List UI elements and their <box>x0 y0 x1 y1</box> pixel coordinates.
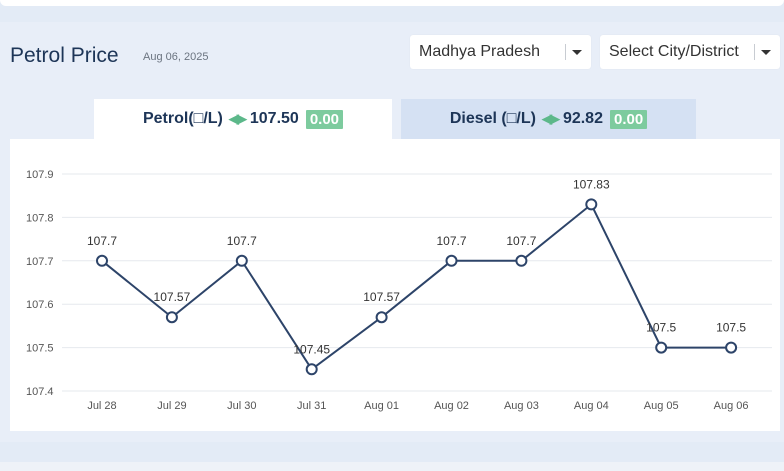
y-tick-label: 107.6 <box>26 299 54 311</box>
tab-diesel-label: Diesel (□/L) <box>449 110 536 127</box>
data-point <box>585 198 598 211</box>
data-label: 107.57 <box>154 290 191 304</box>
state-select[interactable]: Madhya Pradesh <box>410 35 591 69</box>
data-point <box>96 254 108 267</box>
data-label: 107.5 <box>716 321 746 335</box>
data-label: 107.57 <box>363 290 400 304</box>
data-point <box>165 311 178 324</box>
data-point <box>375 311 388 324</box>
x-tick-label: Jul 31 <box>297 400 326 412</box>
x-tick-label: Jul 29 <box>157 400 186 412</box>
data-label: 107.45 <box>293 342 330 356</box>
data-label: 107.7 <box>227 234 257 248</box>
data-label: 107.7 <box>436 234 466 248</box>
page-title: Petrol Price <box>10 44 119 67</box>
x-tick-label: Jul 30 <box>227 400 256 412</box>
data-point <box>655 341 668 354</box>
change-arrows-icon: ◀▶ <box>541 111 560 126</box>
bottom-strip <box>0 462 784 471</box>
series-line <box>101 202 732 371</box>
data-point <box>305 363 318 376</box>
price-line-chart: 107.4 107.5 107.6 107.7 107.8 107.9 Jul 28 Jul … <box>26 169 772 412</box>
x-tick-label: Aug 02 <box>434 400 469 412</box>
top-strip <box>0 0 784 6</box>
data-label: 107.7 <box>87 234 117 248</box>
y-tick-label: 107.9 <box>26 169 54 181</box>
data-point <box>445 254 458 267</box>
tab-petrol-label: Petrol(□/L) <box>142 110 223 127</box>
city-select[interactable]: Select City/District <box>600 35 780 69</box>
select-divider <box>565 44 566 60</box>
tab-petrol[interactable]: Petrol(□/L) ◀▶ 107.50 0.00 <box>94 99 392 139</box>
chart-card: 107.4 107.5 107.6 107.7 107.8 107.9 Jul 28 Jul … <box>10 139 780 431</box>
x-tick-label: Aug 01 <box>364 400 399 412</box>
data-point <box>235 254 248 267</box>
y-tick-label: 107.5 <box>26 343 54 355</box>
y-tick-label: 107.8 <box>26 212 54 224</box>
x-tick-label: Aug 04 <box>574 400 609 412</box>
state-select-value: Madhya Pradesh <box>419 43 540 60</box>
x-tick-label: Jul 28 <box>87 400 116 412</box>
chevron-down-icon <box>761 50 771 55</box>
change-arrows-icon: ◀▶ <box>228 111 247 126</box>
data-point <box>725 341 738 354</box>
tab-diesel-change-badge: 0.00 <box>609 109 648 129</box>
tab-diesel[interactable]: Diesel (□/L) ◀▶ 92.82 0.00 <box>401 99 696 139</box>
select-divider <box>754 44 755 60</box>
x-tick-label: Aug 03 <box>504 400 539 412</box>
price-date: Aug 06, 2025 <box>143 51 209 63</box>
data-label: 107.5 <box>646 321 676 335</box>
city-select-value: Select City/District <box>609 43 739 60</box>
x-tick-label: Aug 06 <box>714 400 749 412</box>
x-tick-label: Aug 05 <box>644 400 679 412</box>
y-tick-label: 107.4 <box>26 386 54 398</box>
y-tick-label: 107.7 <box>26 256 54 268</box>
chevron-down-icon <box>572 50 582 55</box>
data-point <box>515 254 528 267</box>
tab-petrol-price: 107.50 <box>249 110 299 127</box>
data-label: 107.83 <box>573 177 610 191</box>
data-label: 107.7 <box>506 234 536 248</box>
tab-petrol-change-badge: 0.00 <box>305 109 344 129</box>
tab-diesel-price: 92.82 <box>562 110 603 127</box>
